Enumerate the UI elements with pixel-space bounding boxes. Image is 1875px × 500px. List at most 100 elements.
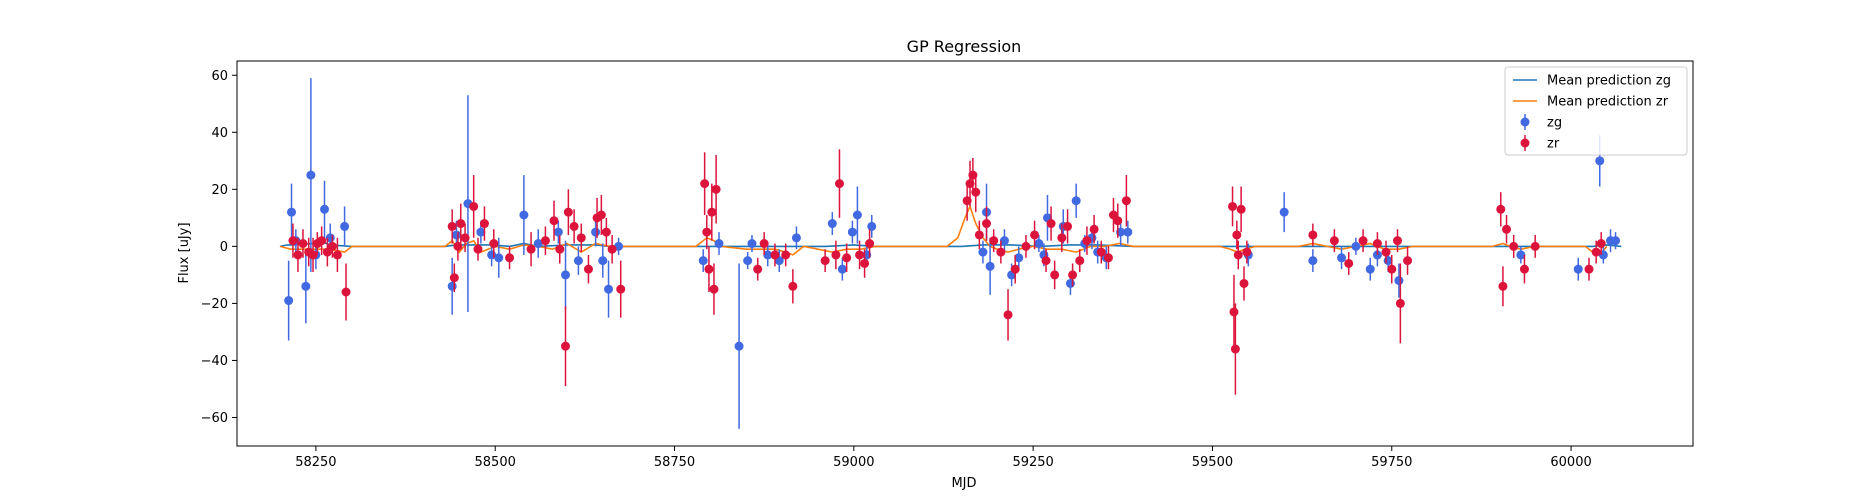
- data-point: [342, 288, 351, 297]
- data-point: [456, 219, 465, 228]
- data-point: [541, 236, 550, 245]
- data-point: [1394, 276, 1403, 285]
- legend-swatch: [1521, 118, 1530, 127]
- data-point: [975, 230, 984, 239]
- data-point: [1574, 265, 1583, 274]
- x-tick-label: 58250: [295, 455, 336, 470]
- data-point: [699, 256, 708, 265]
- y-axis: −60 −40 −20 0 20 40 60: [201, 69, 237, 426]
- data-point: [461, 233, 470, 242]
- data-point: [561, 270, 570, 279]
- data-point: [1240, 279, 1249, 288]
- data-point: [309, 250, 318, 259]
- data-point: [591, 228, 600, 237]
- legend-label: Mean prediction zr: [1547, 95, 1669, 110]
- data-point: [555, 245, 564, 254]
- x-tick-label: 60000: [1550, 455, 1591, 470]
- data-point: [860, 259, 869, 268]
- data-point: [1066, 279, 1075, 288]
- data-point: [1280, 208, 1289, 217]
- data-point: [1502, 225, 1511, 234]
- plot-area: [280, 78, 1621, 429]
- data-point: [1082, 236, 1091, 245]
- legend: Mean prediction zg Mean prediction zr zg zr: [1505, 67, 1687, 155]
- data-point: [306, 171, 315, 180]
- data-point: [1234, 250, 1243, 259]
- data-point: [473, 245, 482, 254]
- data-point: [971, 188, 980, 197]
- data-point: [505, 253, 514, 262]
- data-point: [712, 185, 721, 194]
- data-point: [753, 265, 762, 274]
- data-point: [1330, 236, 1339, 245]
- data-point: [743, 256, 752, 265]
- data-point: [735, 342, 744, 351]
- x-tick-label: 58500: [475, 455, 516, 470]
- series-zg: [284, 78, 1620, 429]
- data-point: [1359, 236, 1368, 245]
- data-point: [1050, 270, 1059, 279]
- data-point: [604, 285, 613, 294]
- data-point: [570, 222, 579, 231]
- data-point: [1373, 239, 1382, 248]
- data-point: [1034, 239, 1043, 248]
- y-tick-label: −40: [201, 354, 228, 369]
- data-point: [489, 239, 498, 248]
- series-zr: [288, 149, 1605, 394]
- data-point: [333, 250, 342, 259]
- data-point: [564, 208, 573, 217]
- data-point: [1047, 219, 1056, 228]
- y-tick-label: 0: [220, 240, 228, 255]
- data-point: [788, 282, 797, 291]
- data-point: [821, 256, 830, 265]
- data-point: [1366, 265, 1375, 274]
- data-point: [602, 228, 611, 237]
- data-point: [1382, 248, 1391, 257]
- data-point: [1509, 242, 1518, 251]
- data-point: [1611, 236, 1620, 245]
- data-point: [760, 239, 769, 248]
- data-point: [1030, 230, 1039, 239]
- data-point: [986, 262, 995, 271]
- data-point: [561, 342, 570, 351]
- data-point: [1042, 256, 1051, 265]
- data-point: [835, 179, 844, 188]
- data-point: [1597, 239, 1606, 248]
- x-tick-label: 59500: [1192, 455, 1233, 470]
- data-point: [1393, 236, 1402, 245]
- data-point: [704, 265, 713, 274]
- data-point: [554, 228, 563, 237]
- data-point: [1232, 230, 1241, 239]
- data-point: [452, 230, 461, 239]
- data-point: [1122, 196, 1131, 205]
- data-point: [519, 211, 528, 220]
- data-point: [597, 211, 606, 220]
- data-point: [469, 202, 478, 211]
- data-point: [781, 250, 790, 259]
- data-point: [702, 228, 711, 237]
- data-point: [1403, 256, 1412, 265]
- data-point: [284, 296, 293, 305]
- data-point: [527, 245, 536, 254]
- data-point: [287, 208, 296, 217]
- data-point: [480, 219, 489, 228]
- y-tick-label: 60: [211, 69, 228, 84]
- data-point: [1520, 265, 1529, 274]
- x-axis-label: MJD: [951, 476, 976, 491]
- y-tick-label: 20: [211, 183, 228, 198]
- data-point: [848, 228, 857, 237]
- data-point: [577, 233, 586, 242]
- data-point: [1231, 345, 1240, 354]
- data-point: [608, 245, 617, 254]
- data-point: [1242, 248, 1251, 257]
- data-point: [1387, 265, 1396, 274]
- data-point: [867, 222, 876, 231]
- data-point: [448, 222, 457, 231]
- data-point: [1229, 307, 1238, 316]
- legend-label: Mean prediction zg: [1547, 74, 1671, 89]
- chart-title: GP Regression: [907, 37, 1022, 56]
- legend-label: zg: [1547, 116, 1562, 131]
- data-point: [1075, 256, 1084, 265]
- y-tick-label: −20: [201, 297, 228, 312]
- data-point: [792, 233, 801, 242]
